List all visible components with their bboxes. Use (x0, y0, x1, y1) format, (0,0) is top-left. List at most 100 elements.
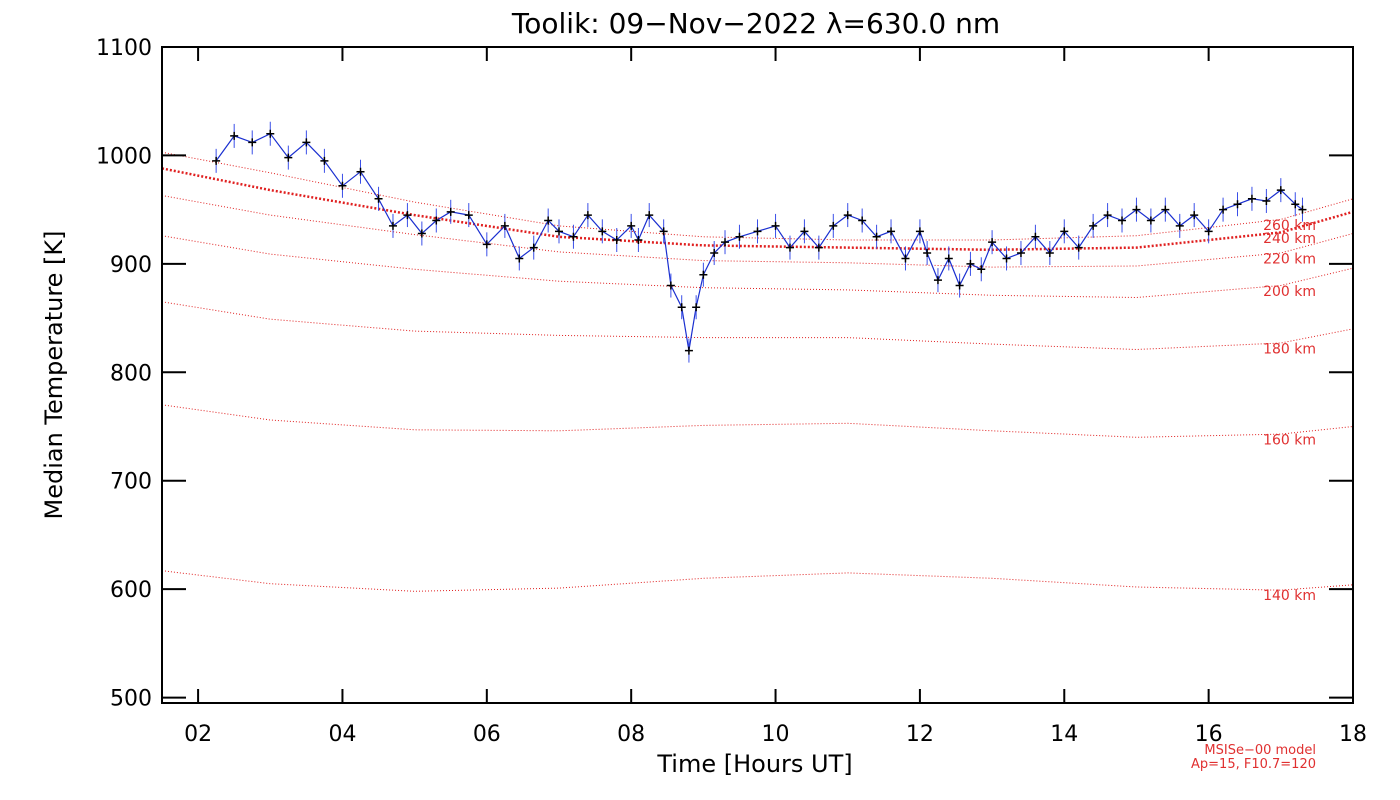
data-point (1103, 211, 1112, 220)
x-tick-label: 10 (762, 722, 790, 747)
x-tick-label: 14 (1050, 722, 1078, 747)
model-annotation-line2: Ap=15, F10.7=120 (1191, 757, 1316, 772)
data-point (1045, 249, 1054, 258)
data-point (843, 211, 852, 220)
data-point (432, 216, 441, 225)
x-tick-label: 06 (473, 722, 501, 747)
model-curve (161, 235, 1354, 299)
model-curve (161, 404, 1354, 438)
y-axis-ticks: 500 600 700 800 900 1000 1100 (96, 36, 1353, 712)
data-point (230, 131, 239, 140)
data-point (598, 227, 607, 236)
x-tick-label: 04 (328, 722, 356, 747)
y-tick-label: 1000 (96, 144, 152, 169)
data-point (677, 303, 686, 312)
data-point (666, 281, 675, 290)
data-point (1276, 186, 1285, 195)
data-point (1002, 254, 1011, 263)
data-point (955, 281, 964, 290)
data-point (901, 254, 910, 263)
data-point (338, 181, 347, 190)
data-point (771, 221, 780, 230)
data-point (1233, 200, 1242, 209)
data-point (735, 232, 744, 241)
y-tick-label: 700 (110, 470, 152, 495)
data-point (446, 207, 455, 216)
data-point (1016, 249, 1025, 258)
data-point (1204, 227, 1213, 236)
data-point (659, 227, 668, 236)
data-point (266, 129, 275, 138)
model-curve-label: 260 km (1263, 218, 1316, 234)
data-point (721, 238, 730, 247)
data-point (1298, 205, 1307, 214)
data-point (829, 221, 838, 230)
y-tick-label: 1100 (96, 36, 152, 61)
data-point (515, 254, 524, 263)
data-point (212, 156, 221, 165)
data-point (627, 221, 636, 230)
data-point (374, 194, 383, 203)
x-tick-label: 16 (1195, 722, 1223, 747)
model-curve-label: 160 km (1263, 432, 1316, 448)
data-point (858, 216, 867, 225)
y-tick-label: 600 (110, 578, 152, 603)
data-point (1190, 211, 1199, 220)
data-point (966, 259, 975, 268)
x-tick-label: 08 (617, 722, 645, 747)
data-point (1219, 205, 1228, 214)
data-point (988, 238, 997, 247)
data-point (403, 211, 412, 220)
data-point (1031, 232, 1040, 241)
data-point (1118, 216, 1127, 225)
model-annotation-line1: MSISe−00 model (1204, 743, 1316, 758)
data-point (692, 303, 701, 312)
data-point (814, 243, 823, 252)
data-point (248, 138, 257, 147)
data-point (529, 243, 538, 252)
data-point (555, 227, 563, 236)
data-point (284, 153, 293, 162)
data-point (482, 240, 491, 249)
chart-title: Toolik: 09−Nov−2022 λ=630.0 nm (511, 7, 1000, 40)
data-point (1161, 205, 1170, 214)
data-point (1132, 205, 1141, 214)
x-axis-ticks: 02 04 06 08 10 12 14 16 18 (184, 47, 1367, 747)
x-tick-label: 12 (906, 722, 934, 747)
data-point (645, 211, 654, 220)
data-point (872, 232, 881, 241)
data-point (356, 167, 365, 176)
x-tick-label: 02 (184, 722, 212, 747)
series-line (215, 132, 1303, 351)
y-axis-label: Median Temperature [K] (40, 230, 68, 519)
model-curve (161, 301, 1354, 351)
data-point (1146, 216, 1155, 225)
data-point (464, 211, 473, 220)
data-point (753, 227, 762, 236)
model-curve-label: 140 km (1263, 588, 1316, 604)
data-point (933, 276, 942, 285)
data-point (684, 346, 693, 355)
data-point (915, 227, 924, 236)
data-point (388, 221, 397, 230)
data-point (977, 265, 986, 274)
y-tick-label: 800 (110, 361, 152, 386)
data-point (612, 236, 621, 245)
data-point (944, 254, 953, 263)
model-curve-label: 240 km (1263, 231, 1316, 247)
data-point (710, 249, 719, 258)
data-point (583, 211, 592, 220)
data-point (320, 156, 329, 165)
model-curve-label: 200 km (1263, 284, 1316, 300)
data-point (785, 243, 794, 252)
data-point (1291, 200, 1300, 209)
data-point (544, 216, 553, 225)
x-tick-label: 18 (1339, 722, 1367, 747)
data-point (1089, 221, 1098, 230)
y-tick-label: 500 (110, 687, 152, 712)
data-point (887, 227, 896, 236)
y-tick-label: 900 (110, 253, 152, 278)
data-point (302, 138, 311, 147)
model-curve-label: 180 km (1263, 341, 1316, 357)
